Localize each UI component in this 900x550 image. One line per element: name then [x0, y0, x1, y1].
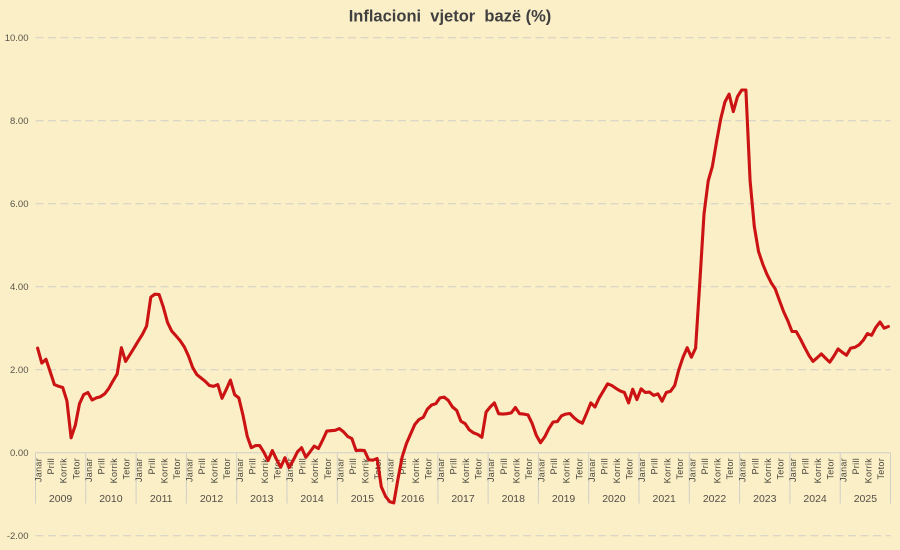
svg-text:Prill: Prill [147, 458, 157, 475]
svg-text:Korrik: Korrik [763, 458, 773, 484]
svg-text:Janar: Janar [838, 458, 848, 482]
svg-text:Prill: Prill [801, 458, 811, 475]
svg-text:2023: 2023 [753, 493, 777, 505]
svg-text:Janar: Janar [436, 458, 446, 482]
svg-text:2019: 2019 [552, 493, 576, 505]
svg-text:Prill: Prill [197, 458, 207, 475]
svg-text:Tetor: Tetor [876, 458, 886, 480]
svg-text:Korrik: Korrik [813, 458, 823, 484]
svg-text:Inflacioni vjetor bazë (%): Inflacioni vjetor bazë (%) [349, 8, 552, 26]
svg-text:8.00: 8.00 [10, 116, 29, 127]
svg-text:0.00: 0.00 [10, 448, 29, 459]
svg-text:Prill: Prill [348, 458, 358, 475]
svg-text:Janar: Janar [587, 458, 597, 482]
svg-text:Tetor: Tetor [71, 458, 81, 480]
svg-text:Janar: Janar [235, 458, 245, 482]
svg-text:Korrik: Korrik [361, 458, 371, 484]
svg-text:Korrik: Korrik [662, 458, 672, 484]
svg-text:2016: 2016 [401, 493, 425, 505]
svg-text:Tetor: Tetor [222, 458, 232, 480]
svg-text:Prill: Prill [247, 458, 257, 475]
svg-text:Prill: Prill [650, 458, 660, 475]
svg-text:Prill: Prill [499, 458, 509, 475]
svg-text:Prill: Prill [298, 458, 308, 475]
svg-text:2.00: 2.00 [10, 365, 29, 376]
svg-text:Tetor: Tetor [725, 458, 735, 480]
svg-text:Korrik: Korrik [562, 458, 572, 484]
svg-text:Korrik: Korrik [863, 458, 873, 484]
svg-text:2014: 2014 [300, 493, 324, 505]
svg-text:Tetor: Tetor [675, 458, 685, 480]
svg-text:2021: 2021 [653, 493, 677, 505]
svg-text:Korrik: Korrik [511, 458, 521, 484]
svg-text:Janar: Janar [185, 458, 195, 482]
svg-text:Prill: Prill [46, 458, 56, 475]
svg-text:2009: 2009 [49, 493, 73, 505]
svg-text:10.00: 10.00 [5, 33, 29, 44]
svg-text:2011: 2011 [150, 493, 173, 505]
svg-text:Janar: Janar [788, 458, 798, 482]
svg-text:Korrik: Korrik [109, 458, 119, 484]
svg-text:2025: 2025 [854, 493, 878, 505]
svg-text:Korrik: Korrik [260, 458, 270, 484]
svg-text:2018: 2018 [502, 493, 526, 505]
svg-text:2010: 2010 [99, 493, 123, 505]
svg-text:Korrik: Korrik [461, 458, 471, 484]
svg-text:Korrik: Korrik [59, 458, 69, 484]
svg-text:Janar: Janar [738, 458, 748, 482]
svg-text:Tetor: Tetor [826, 458, 836, 480]
svg-text:Korrik: Korrik [159, 458, 169, 484]
svg-text:2012: 2012 [200, 493, 224, 505]
svg-text:Tetor: Tetor [122, 458, 132, 480]
svg-text:Tetor: Tetor [323, 458, 333, 480]
svg-text:Tetor: Tetor [625, 458, 635, 480]
svg-text:Tetor: Tetor [423, 458, 433, 480]
svg-text:-2.00: -2.00 [7, 531, 29, 542]
svg-text:Korrik: Korrik [310, 458, 320, 484]
svg-text:Janar: Janar [486, 458, 496, 482]
svg-text:Prill: Prill [700, 458, 710, 475]
svg-text:Prill: Prill [851, 458, 861, 475]
svg-text:Tetor: Tetor [474, 458, 484, 480]
svg-text:Janar: Janar [335, 458, 345, 482]
svg-text:2020: 2020 [602, 493, 626, 505]
svg-text:Tetor: Tetor [524, 458, 534, 480]
svg-text:Janar: Janar [687, 458, 697, 482]
svg-text:2017: 2017 [451, 493, 475, 505]
svg-text:Prill: Prill [750, 458, 760, 475]
svg-text:2013: 2013 [250, 493, 274, 505]
svg-text:2022: 2022 [703, 493, 727, 505]
svg-text:Janar: Janar [537, 458, 547, 482]
svg-text:Prill: Prill [549, 458, 559, 475]
svg-text:4.00: 4.00 [10, 282, 29, 293]
svg-text:Korrik: Korrik [612, 458, 622, 484]
svg-text:Tetor: Tetor [574, 458, 584, 480]
svg-text:Korrik: Korrik [411, 458, 421, 484]
svg-text:Janar: Janar [637, 458, 647, 482]
svg-text:Tetor: Tetor [775, 458, 785, 480]
svg-text:Korrik: Korrik [713, 458, 723, 484]
svg-text:Prill: Prill [398, 458, 408, 475]
svg-text:Janar: Janar [285, 458, 295, 482]
svg-text:Janar: Janar [84, 458, 94, 482]
svg-text:2024: 2024 [803, 493, 827, 505]
svg-text:Janar: Janar [134, 458, 144, 482]
svg-text:Prill: Prill [97, 458, 107, 475]
svg-text:Tetor: Tetor [273, 458, 283, 480]
svg-text:Janar: Janar [386, 458, 396, 482]
svg-text:Korrik: Korrik [210, 458, 220, 484]
svg-text:Janar: Janar [34, 458, 44, 482]
svg-text:Prill: Prill [449, 458, 459, 475]
svg-text:Prill: Prill [599, 458, 609, 475]
svg-text:2015: 2015 [351, 493, 375, 505]
svg-text:Tetor: Tetor [172, 458, 182, 480]
svg-text:6.00: 6.00 [10, 199, 29, 210]
